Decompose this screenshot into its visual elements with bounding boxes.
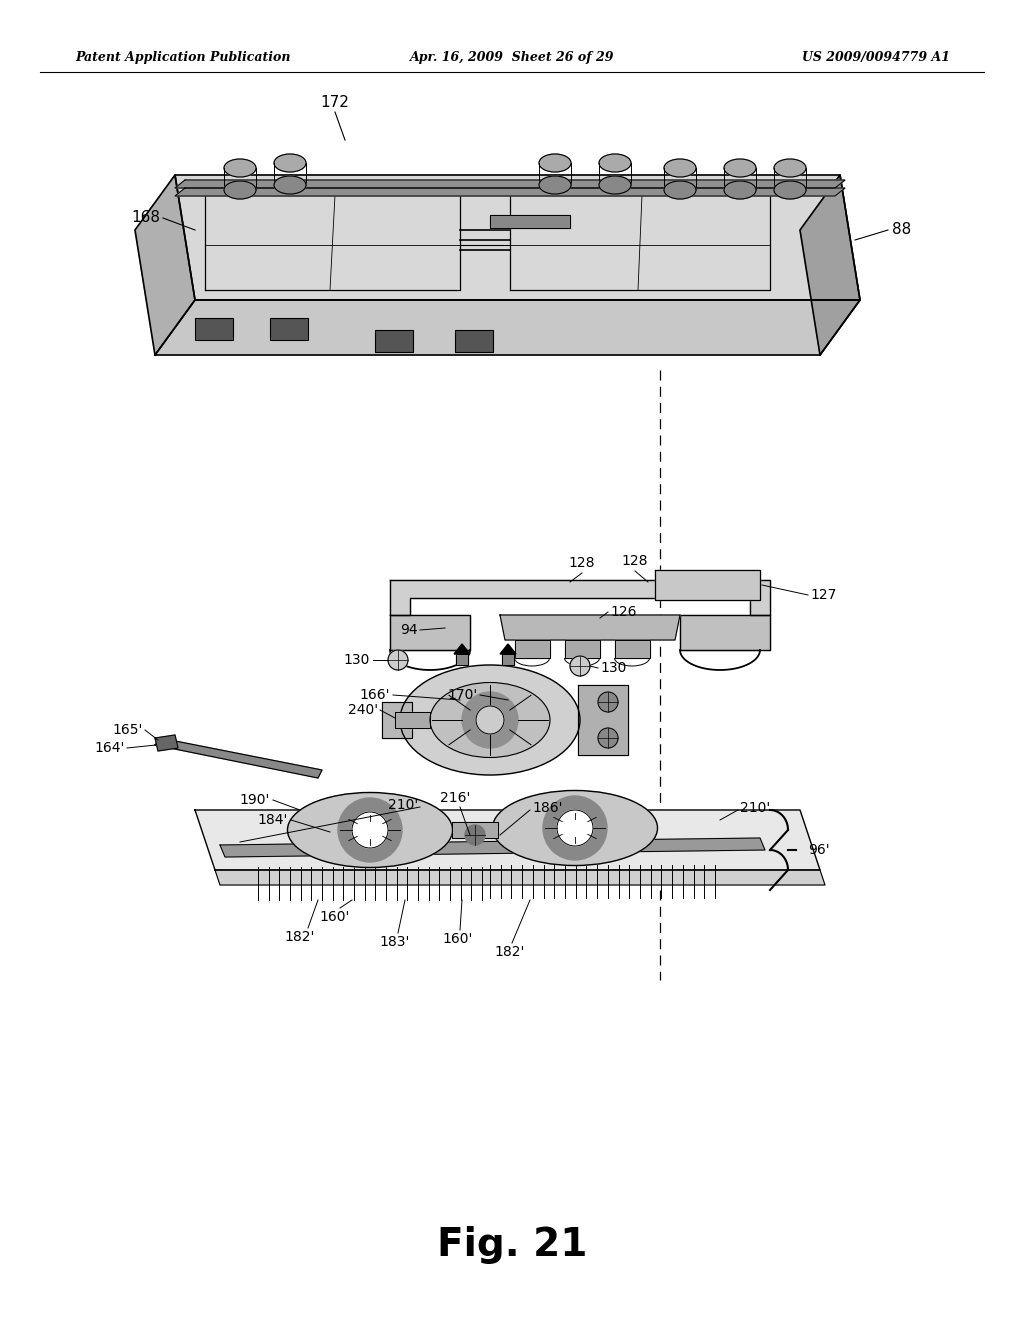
Text: Patent Application Publication: Patent Application Publication: [75, 51, 291, 65]
Text: 240': 240': [348, 704, 378, 717]
Circle shape: [338, 799, 402, 862]
Text: 88: 88: [892, 223, 911, 238]
Text: 160': 160': [319, 909, 350, 924]
Polygon shape: [175, 176, 860, 300]
Circle shape: [557, 810, 593, 846]
Circle shape: [465, 825, 485, 845]
Polygon shape: [155, 735, 178, 751]
Polygon shape: [655, 570, 760, 601]
Ellipse shape: [493, 791, 657, 866]
Polygon shape: [390, 579, 770, 615]
Polygon shape: [175, 180, 845, 187]
Bar: [375, 330, 413, 352]
Polygon shape: [220, 838, 765, 857]
Text: Fig. 21: Fig. 21: [437, 1226, 587, 1265]
Ellipse shape: [724, 158, 756, 177]
Text: 165': 165': [113, 723, 143, 737]
Text: 128: 128: [622, 554, 648, 568]
Ellipse shape: [599, 176, 631, 194]
Ellipse shape: [224, 181, 256, 199]
Text: 127: 127: [810, 587, 837, 602]
Polygon shape: [456, 653, 468, 665]
Text: 182': 182': [285, 931, 315, 944]
Polygon shape: [500, 644, 516, 653]
Ellipse shape: [430, 682, 550, 758]
Text: 183': 183': [380, 935, 411, 949]
Ellipse shape: [664, 181, 696, 199]
Polygon shape: [390, 615, 470, 649]
Text: 128: 128: [568, 556, 595, 570]
Bar: [270, 318, 308, 341]
Text: 168: 168: [131, 210, 160, 226]
Polygon shape: [454, 644, 470, 653]
Ellipse shape: [274, 176, 306, 194]
Circle shape: [476, 706, 504, 734]
Polygon shape: [680, 615, 770, 649]
Text: 210': 210': [740, 801, 770, 814]
Bar: [195, 318, 233, 341]
Text: 190': 190': [240, 793, 270, 807]
Text: 164': 164': [94, 741, 125, 755]
Text: 160': 160': [442, 932, 473, 946]
Ellipse shape: [400, 665, 580, 775]
Polygon shape: [155, 738, 322, 777]
Text: Apr. 16, 2009  Sheet 26 of 29: Apr. 16, 2009 Sheet 26 of 29: [410, 51, 614, 65]
Polygon shape: [800, 176, 860, 355]
Circle shape: [352, 812, 388, 847]
Ellipse shape: [774, 158, 806, 177]
Text: 130: 130: [600, 661, 627, 675]
Text: 216': 216': [440, 791, 470, 805]
Ellipse shape: [724, 181, 756, 199]
Polygon shape: [135, 176, 195, 355]
Circle shape: [462, 692, 518, 748]
Circle shape: [543, 796, 607, 861]
Circle shape: [598, 729, 618, 748]
Polygon shape: [395, 711, 430, 729]
Ellipse shape: [774, 181, 806, 199]
Circle shape: [388, 649, 408, 671]
Polygon shape: [175, 187, 845, 195]
Polygon shape: [500, 615, 680, 640]
Bar: [455, 330, 493, 352]
Ellipse shape: [599, 154, 631, 172]
Text: 166': 166': [359, 688, 390, 702]
Polygon shape: [565, 640, 600, 657]
Text: 96': 96': [808, 843, 829, 857]
Polygon shape: [382, 702, 412, 738]
Polygon shape: [215, 870, 825, 884]
Ellipse shape: [539, 176, 571, 194]
Text: 210': 210': [388, 799, 418, 812]
Polygon shape: [452, 822, 498, 838]
Ellipse shape: [274, 154, 306, 172]
Polygon shape: [578, 685, 628, 755]
Text: 184': 184': [258, 813, 288, 828]
Text: 172: 172: [321, 95, 349, 110]
Polygon shape: [502, 653, 514, 665]
Text: 182': 182': [495, 945, 525, 960]
Text: 94: 94: [400, 623, 418, 638]
Polygon shape: [155, 300, 860, 355]
Polygon shape: [515, 640, 550, 657]
Ellipse shape: [224, 158, 256, 177]
Polygon shape: [615, 640, 650, 657]
Text: 126: 126: [610, 605, 637, 619]
Circle shape: [598, 692, 618, 711]
Polygon shape: [195, 810, 820, 870]
Text: 130: 130: [344, 653, 370, 667]
Ellipse shape: [539, 154, 571, 172]
Text: 186': 186': [532, 801, 562, 814]
Text: 170': 170': [447, 688, 478, 702]
Circle shape: [570, 656, 590, 676]
Text: US 2009/0094779 A1: US 2009/0094779 A1: [802, 51, 950, 65]
Ellipse shape: [664, 158, 696, 177]
Polygon shape: [490, 215, 570, 228]
Ellipse shape: [288, 792, 453, 867]
